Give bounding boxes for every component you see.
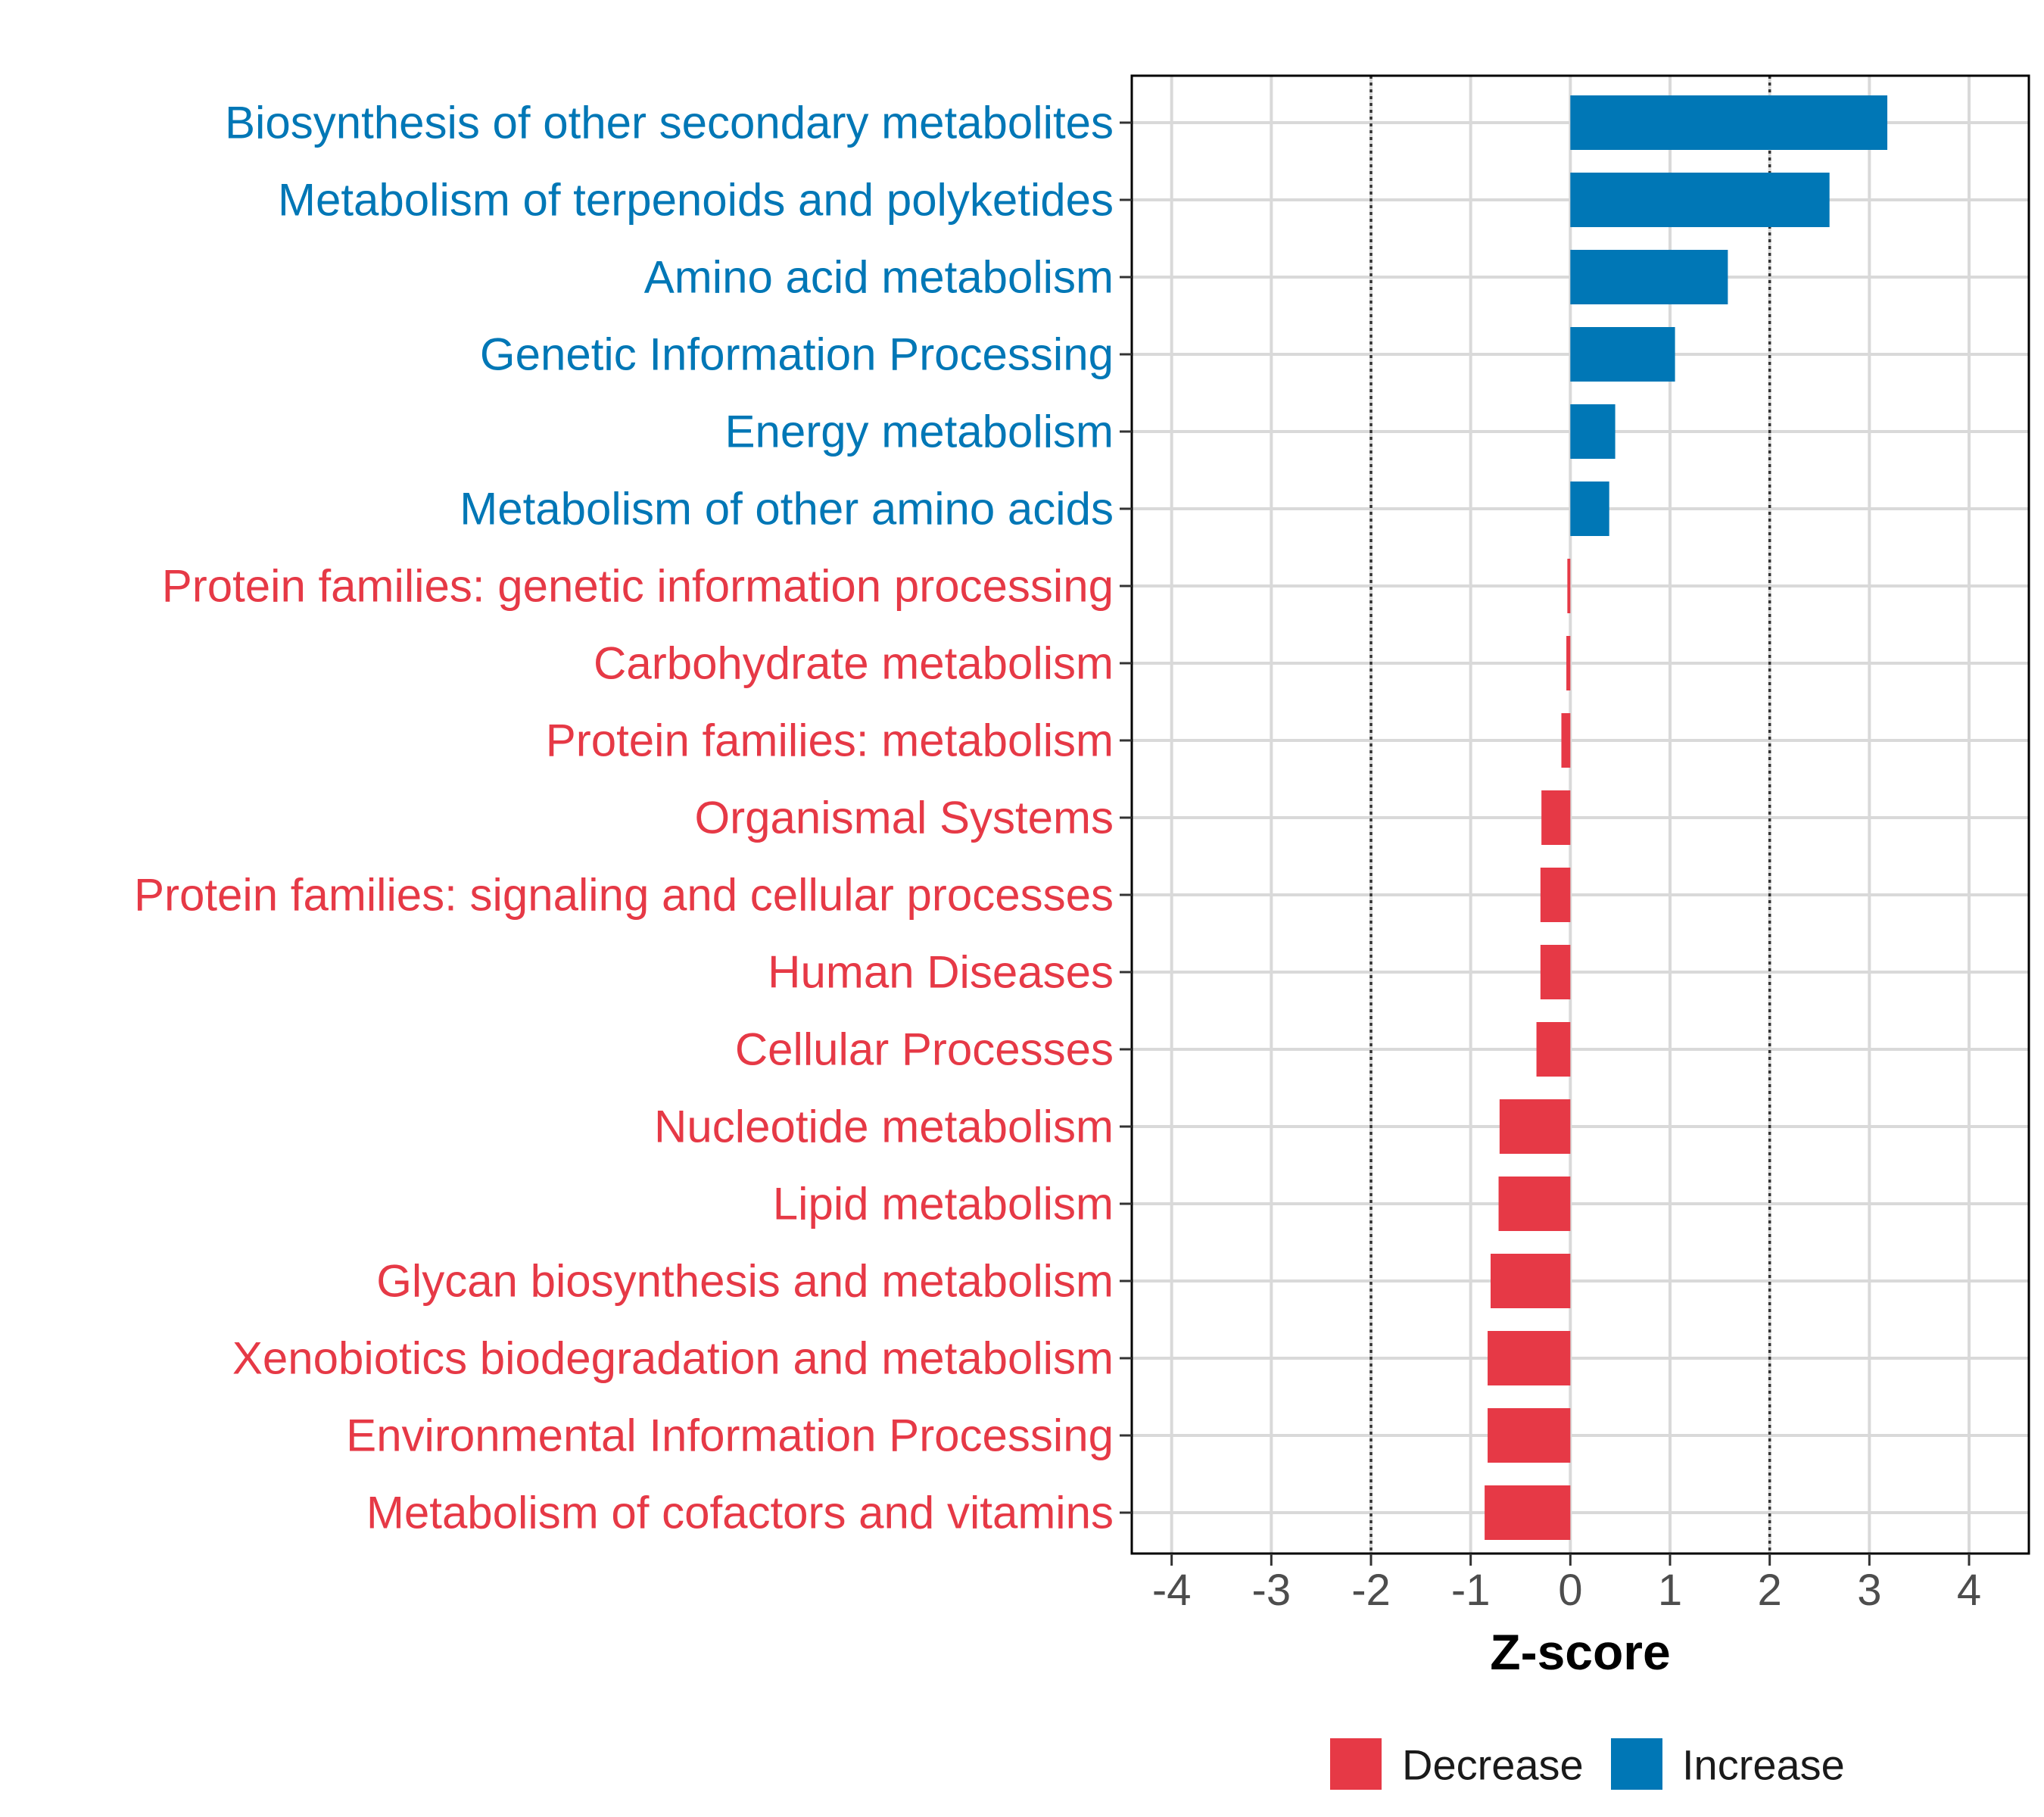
- category-label-9: Organismal Systems: [695, 793, 1114, 843]
- legend-label-increase: Increase: [1682, 1741, 1845, 1789]
- category-label-16: Xenobiotics biodegradation and metabolis…: [232, 1333, 1114, 1384]
- x-axis-title: Z-score: [1490, 1624, 1670, 1680]
- x-tick-label-4: 0: [1558, 1566, 1582, 1615]
- legend: Decrease Increase: [1330, 1738, 1845, 1790]
- bar-10: [1540, 868, 1571, 922]
- bar-14: [1498, 1177, 1571, 1231]
- category-label-5: Metabolism of other amino acids: [460, 484, 1114, 535]
- category-label-2: Amino acid metabolism: [644, 252, 1114, 303]
- plot-panel-border: [1130, 74, 2030, 1555]
- x-tick-label-0: -4: [1152, 1566, 1192, 1615]
- legend-label-decrease: Decrease: [1402, 1741, 1584, 1789]
- bar-9: [1541, 790, 1571, 845]
- category-label-6: Protein families: genetic information pr…: [162, 561, 1114, 612]
- category-label-15: Glycan biosynthesis and metabolism: [376, 1256, 1114, 1307]
- x-tick-label-7: 3: [1857, 1566, 1881, 1615]
- category-label-3: Genetic Information Processing: [480, 329, 1114, 380]
- category-label-13: Nucleotide metabolism: [654, 1102, 1114, 1152]
- bar-18: [1485, 1485, 1571, 1540]
- bar-6: [1567, 559, 1571, 613]
- bar-16: [1488, 1331, 1571, 1385]
- bar-2: [1570, 250, 1728, 304]
- category-label-8: Protein families: metabolism: [546, 715, 1114, 766]
- legend-swatch-increase: [1611, 1738, 1662, 1790]
- legend-swatch-decrease: [1330, 1738, 1382, 1790]
- x-axis-ticks: -4 -3 -2 -1 0 1 2 3 4: [1152, 1554, 1981, 1615]
- category-label-11: Human Diseases: [768, 947, 1114, 998]
- bar-7: [1566, 636, 1571, 690]
- category-label-7: Carbohydrate metabolism: [594, 638, 1114, 689]
- x-tick-label-6: 2: [1758, 1566, 1782, 1615]
- bar-5: [1570, 482, 1609, 536]
- bar-8: [1561, 713, 1571, 768]
- category-label-0: Biosynthesis of other secondary metaboli…: [225, 98, 1114, 148]
- bar-1: [1570, 173, 1830, 227]
- x-tick-label-5: 1: [1658, 1566, 1682, 1615]
- bar-13: [1499, 1099, 1571, 1154]
- bar-0: [1570, 95, 1888, 150]
- x-tick-label-2: -2: [1351, 1566, 1391, 1615]
- category-label-10: Protein families: signaling and cellular…: [134, 870, 1114, 921]
- category-label-18: Metabolism of cofactors and vitamins: [366, 1488, 1114, 1538]
- bar-12: [1536, 1022, 1571, 1077]
- bar-4: [1570, 404, 1616, 459]
- x-tick-label-3: -1: [1451, 1566, 1491, 1615]
- category-label-1: Metabolism of terpenoids and polyketides: [278, 175, 1114, 226]
- bar-15: [1491, 1254, 1571, 1308]
- x-tick-label-8: 4: [1957, 1566, 1981, 1615]
- x-tick-label-1: -3: [1252, 1566, 1292, 1615]
- y-axis-ticks: [1120, 121, 1132, 1514]
- category-label-17: Environmental Information Processing: [346, 1410, 1114, 1461]
- bar-17: [1488, 1408, 1571, 1463]
- reference-lines: [1369, 76, 1771, 1554]
- y-axis-category-labels: Biosynthesis of other secondary metaboli…: [134, 98, 1114, 1538]
- category-label-12: Cellular Processes: [735, 1024, 1114, 1075]
- bar-11: [1540, 945, 1571, 999]
- category-label-14: Lipid metabolism: [773, 1179, 1114, 1230]
- bars: [1485, 95, 1888, 1540]
- bar-3: [1570, 327, 1675, 382]
- category-label-4: Energy metabolism: [724, 407, 1114, 457]
